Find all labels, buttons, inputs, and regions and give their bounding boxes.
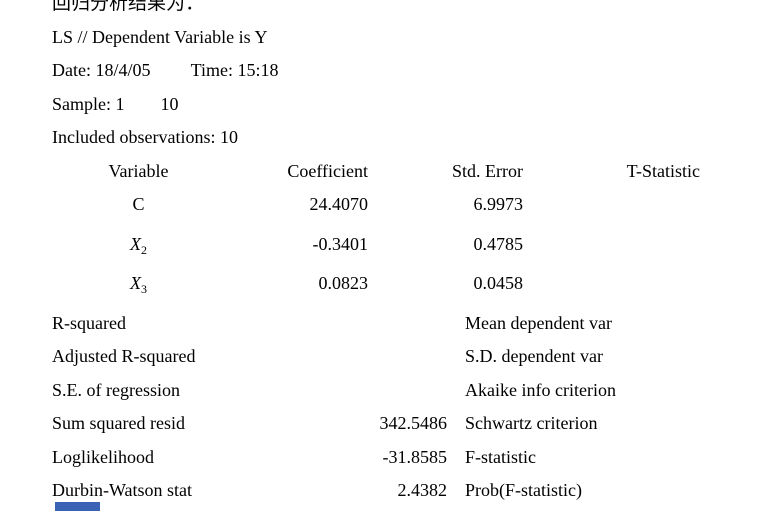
- stat-label: Adjusted R-squared: [52, 346, 196, 366]
- header-line-observations: Included observations: 10: [52, 127, 238, 147]
- t-statistic-value: [523, 228, 700, 268]
- stat-label: Sum squared resid: [52, 413, 185, 433]
- stat-right-label: F-statistic: [465, 446, 536, 467]
- stats-row-se-of-regression: S.E. of regression Akaike info criterion: [0, 374, 757, 408]
- stat-right-label: Mean dependent var: [465, 312, 612, 333]
- stat-value: [290, 307, 447, 341]
- stat-label: R-squared: [52, 312, 126, 333]
- variable-cell: X2: [52, 228, 225, 268]
- stats-row-r-squared: R-squared Mean dependent var: [0, 307, 757, 341]
- partial-blue-element: [55, 502, 100, 511]
- stats-gap: [447, 340, 465, 374]
- stat-value: 342.5486: [379, 413, 448, 433]
- intro-text: 回归分析结果为：: [52, 0, 205, 14]
- header-line-method: LS // Dependent Variable is Y: [52, 26, 268, 47]
- stats-row-adjusted-r-squared: Adjusted R-squared S.D. dependent var: [0, 340, 757, 374]
- t-statistic-value: [523, 267, 700, 307]
- col-header-variable: Variable: [108, 160, 169, 181]
- stats-gap: [447, 474, 465, 508]
- coef-table-row-x2: X2 -0.3401 0.4785: [0, 228, 757, 268]
- stats-row-loglikelihood: Loglikelihood -31.8585 F-statistic: [0, 441, 757, 475]
- std-error-value: 0.0458: [473, 273, 524, 293]
- stat-label: Durbin-Watson stat: [52, 480, 193, 500]
- std-error-value: 0.4785: [473, 233, 524, 254]
- variable-name: X: [130, 273, 141, 293]
- stat-label: S.E. of regression: [52, 379, 180, 400]
- coefficient-value: -0.3401: [312, 233, 369, 254]
- stats-row-durbin-watson: Durbin-Watson stat 2.4382 Prob(F-statist…: [0, 474, 757, 508]
- variable-name: C: [132, 194, 145, 214]
- stat-value: [290, 340, 447, 374]
- header-line-date-time: Date: 18/4/05 Time: 15:18: [52, 60, 279, 80]
- variable-cell: C: [52, 188, 225, 228]
- std-error-value: 6.9973: [473, 194, 524, 214]
- stats-row-sum-squared-resid: Sum squared resid 342.5486 Schwartz crit…: [0, 407, 757, 441]
- header-line-sample: Sample: 1 10: [52, 93, 179, 114]
- stat-right-label: Schwartz criterion: [465, 413, 598, 433]
- stat-label: Loglikelihood: [52, 446, 154, 467]
- coef-table-row-x3: X3 0.0823 0.0458: [0, 267, 757, 307]
- stats-gap: [447, 441, 465, 475]
- stats-gap: [447, 307, 465, 341]
- stat-value: [290, 374, 447, 408]
- coef-table-row-c: C 24.4070 6.9973: [0, 188, 757, 228]
- stat-right-label: Akaike info criterion: [465, 379, 616, 400]
- coefficient-value: 0.0823: [318, 273, 369, 293]
- variable-subscript: 3: [141, 282, 147, 296]
- variable-cell: X3: [52, 267, 225, 307]
- t-statistic-value: [523, 188, 700, 228]
- stats-gap: [447, 407, 465, 441]
- stat-value: -31.8585: [382, 446, 448, 467]
- coefficient-value: 24.4070: [309, 194, 369, 214]
- coef-table-header-row: Variable Coefficient Std. Error T-Statis…: [0, 155, 757, 189]
- stats-gap: [447, 374, 465, 408]
- variable-subscript: 2: [141, 242, 147, 257]
- variable-name: X: [130, 233, 141, 254]
- stat-right-label: Prob(F-statistic): [465, 480, 582, 500]
- col-header-coefficient: Coefficient: [287, 160, 368, 181]
- col-header-std-error: Std. Error: [452, 160, 523, 181]
- stat-right-label: S.D. dependent var: [465, 346, 603, 366]
- stat-value: 2.4382: [397, 480, 448, 500]
- col-header-t-statistic: T-Statistic: [626, 160, 700, 181]
